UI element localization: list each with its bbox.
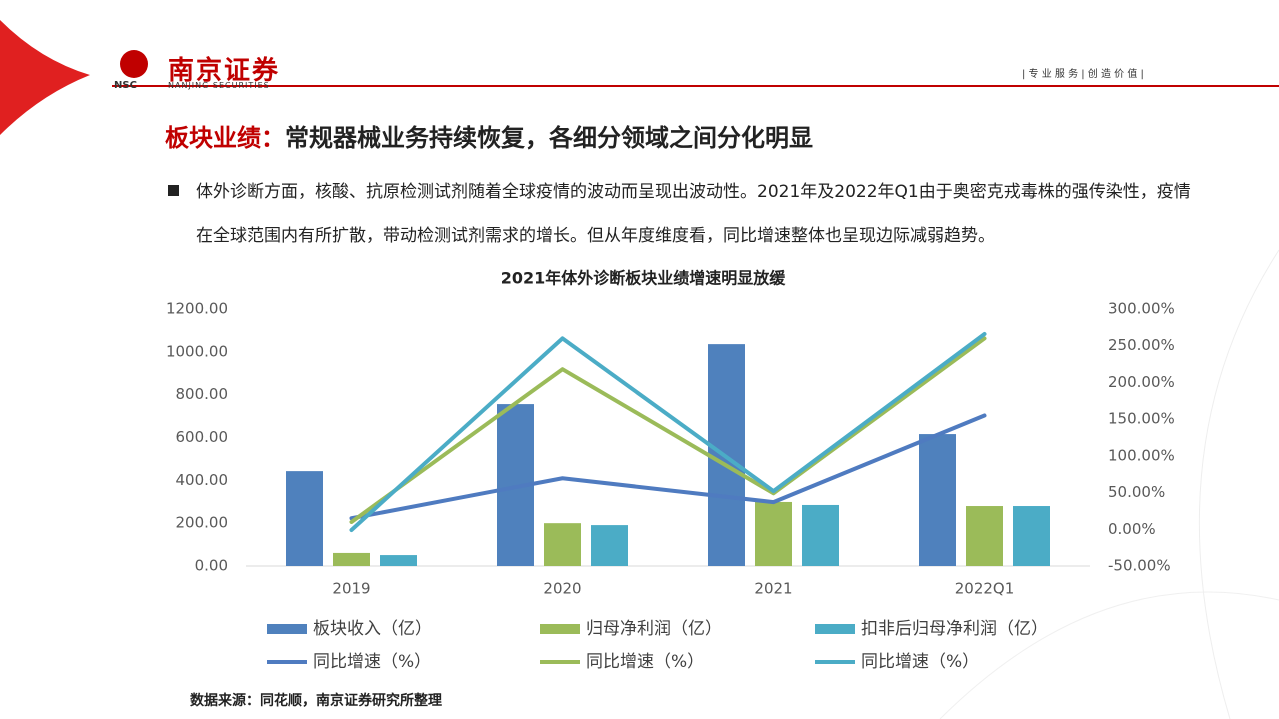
legend-label: 同比增速（%）: [861, 652, 979, 672]
y-tick-label: 800.00: [176, 385, 229, 403]
logo: [120, 50, 148, 78]
source: 数据来源：同花顺，南京证券研究所整理: [190, 693, 442, 709]
bar: [802, 504, 839, 566]
y-tick-label: 0.00: [195, 557, 228, 575]
bar: [755, 501, 792, 566]
bar: [333, 552, 370, 566]
bar: [591, 525, 628, 566]
y2-tick-label: 100.00%: [1108, 446, 1175, 464]
decor-line: [1198, 249, 1279, 719]
bar: [966, 506, 1003, 566]
slogan: | 专 业 服 务 | 创 造 价 值 |: [1022, 69, 1144, 80]
heading: 板块业绩：常规器械业务持续恢复，各细分领域之间分化明显: [165, 118, 813, 153]
y2-tick-label: 300.00%: [1108, 300, 1175, 318]
y-tick-label: 400.00: [176, 471, 229, 489]
line: [349, 336, 987, 524]
legend-swatch: [815, 624, 855, 634]
heading-label: 板块业绩：: [165, 124, 285, 152]
y-tick-label: 200.00: [176, 514, 229, 532]
y-tick-label: 1200.00: [166, 300, 228, 318]
bar: [544, 523, 581, 566]
legend-label: 同比增速（%）: [313, 652, 431, 672]
decor-line: [939, 591, 1279, 719]
y2-tick-label: 50.00%: [1108, 483, 1165, 501]
decor-shape: [0, 20, 90, 135]
legend-label: 扣非后归母净利润（亿）: [861, 619, 1048, 639]
bar: [1013, 506, 1050, 566]
legend-label: 归母净利润（亿）: [586, 619, 722, 639]
brand-abbr: NSC: [114, 80, 137, 91]
bullet: 体外诊断方面，核酸、抗原检测试剂随着全球疫情的波动而呈现出波动性。2021年及2…: [168, 170, 1198, 258]
x-tick-label: 2020: [543, 580, 581, 598]
line: [349, 331, 987, 533]
brand-en: NANJING SECURITIES: [168, 81, 270, 90]
y-tick-label: 1000.00: [166, 342, 228, 360]
bullet-marker: [168, 185, 179, 196]
y2-tick-label: -50.00%: [1108, 557, 1171, 575]
y2-tick-label: 150.00%: [1108, 410, 1175, 428]
legend-label: 板块收入（亿）: [313, 619, 432, 639]
legend-swatch: [540, 624, 580, 634]
brand: 南京证券: [168, 56, 281, 86]
line: [349, 413, 987, 521]
legend-swatch: [267, 624, 307, 634]
y2-tick-label: 200.00%: [1108, 373, 1175, 391]
bullet-text: 体外诊断方面，核酸、抗原检测试剂随着全球疫情的波动而呈现出波动性。2021年及2…: [196, 182, 1191, 246]
legend-label: 同比增速（%）: [586, 652, 704, 672]
x-tick-label: 2021: [754, 580, 792, 598]
chart-title: 2021年体外诊断板块业绩增速明显放缓: [501, 269, 787, 288]
bar: [380, 555, 417, 566]
y2-tick-label: 0.00%: [1108, 520, 1156, 538]
x-tick-label: 2022Q1: [955, 580, 1015, 598]
bar: [919, 434, 956, 566]
x-tick-label: 2019: [332, 580, 370, 598]
y2-tick-label: 250.00%: [1108, 336, 1175, 354]
bar: [286, 471, 323, 566]
y-tick-label: 600.00: [176, 428, 229, 446]
heading-text: 常规器械业务持续恢复，各细分领域之间分化明显: [285, 124, 813, 152]
